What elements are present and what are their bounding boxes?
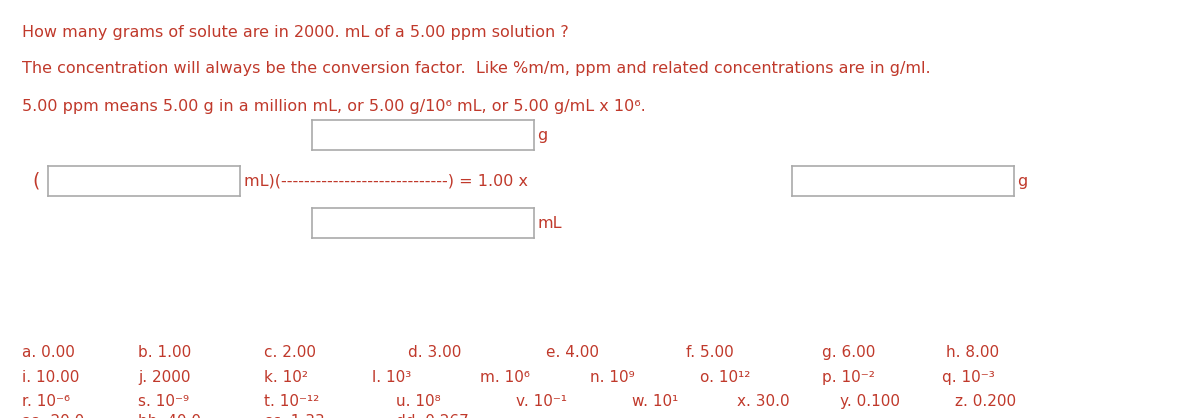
Text: cc. 1.33.: cc. 1.33.	[264, 414, 330, 418]
Text: (: (	[32, 172, 40, 191]
Text: How many grams of solute are in 2000. mL of a 5.00 ppm solution ?: How many grams of solute are in 2000. mL…	[22, 25, 569, 40]
Text: v. 10⁻¹: v. 10⁻¹	[516, 394, 568, 409]
Text: g. 6.00: g. 6.00	[822, 345, 875, 360]
Text: m. 10⁶: m. 10⁶	[480, 370, 530, 385]
Text: k. 10²: k. 10²	[264, 370, 308, 385]
Text: dd. 0.267: dd. 0.267	[396, 414, 469, 418]
Text: j. 2000: j. 2000	[138, 370, 191, 385]
Text: The concentration will always be the conversion factor.  Like %m/m, ppm and rela: The concentration will always be the con…	[22, 61, 930, 76]
Text: aa. 20.0: aa. 20.0	[22, 414, 84, 418]
Text: w. 10¹: w. 10¹	[632, 394, 679, 409]
Text: x. 30.0: x. 30.0	[737, 394, 790, 409]
Text: a. 0.00: a. 0.00	[22, 345, 74, 360]
Text: c. 2.00: c. 2.00	[264, 345, 316, 360]
Text: g: g	[538, 128, 548, 143]
Text: h. 8.00: h. 8.00	[946, 345, 998, 360]
Text: o. 10¹²: o. 10¹²	[700, 370, 750, 385]
Text: s. 10⁻⁹: s. 10⁻⁹	[138, 394, 190, 409]
Text: e. 4.00: e. 4.00	[546, 345, 599, 360]
Text: g: g	[1018, 174, 1028, 189]
Text: mL)(-----------------------------) = 1.00 x: mL)(-----------------------------) = 1.0…	[244, 174, 528, 189]
Text: p. 10⁻²: p. 10⁻²	[822, 370, 875, 385]
Text: t. 10⁻¹²: t. 10⁻¹²	[264, 394, 319, 409]
Text: r. 10⁻⁶: r. 10⁻⁶	[22, 394, 70, 409]
Text: z. 0.200: z. 0.200	[955, 394, 1016, 409]
Text: n. 10⁹: n. 10⁹	[590, 370, 635, 385]
Text: y. 0.100: y. 0.100	[840, 394, 900, 409]
Text: b. 1.00: b. 1.00	[138, 345, 191, 360]
Text: u. 10⁸: u. 10⁸	[396, 394, 440, 409]
Text: q. 10⁻³: q. 10⁻³	[942, 370, 995, 385]
Text: mL: mL	[538, 216, 562, 231]
Text: i. 10.00: i. 10.00	[22, 370, 79, 385]
Text: 5.00 ppm means 5.00 g in a million mL, or 5.00 g/10⁶ mL, or 5.00 g/mL x 10⁶.: 5.00 ppm means 5.00 g in a million mL, o…	[22, 99, 646, 114]
Text: bb. 40.0: bb. 40.0	[138, 414, 202, 418]
Text: f. 5.00: f. 5.00	[686, 345, 734, 360]
Text: l. 10³: l. 10³	[372, 370, 412, 385]
Text: d. 3.00: d. 3.00	[408, 345, 461, 360]
